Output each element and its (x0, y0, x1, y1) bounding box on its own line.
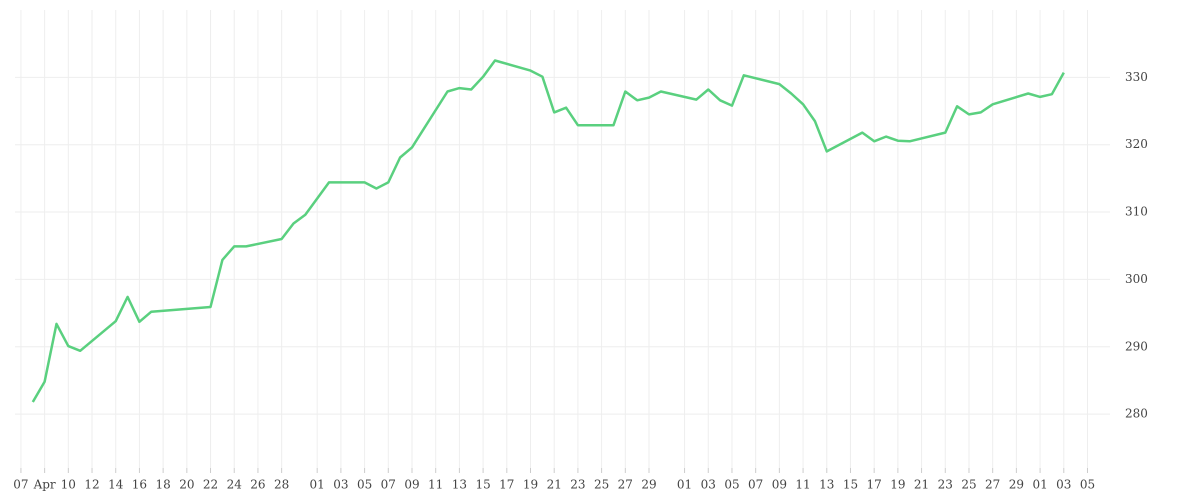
price-line (31, 59, 1065, 403)
x-tick-label: 21 (914, 478, 929, 492)
x-tick-label: 26 (250, 478, 265, 492)
x-tick-label: 17 (499, 478, 514, 492)
x-tick-label: 09 (772, 478, 787, 492)
x-tick-label: 10 (61, 478, 76, 492)
x-tick-label: 23 (938, 478, 953, 492)
x-tick-label: 11 (428, 478, 443, 492)
y-tick-label: 310 (1125, 205, 1148, 219)
x-tick-label: 05 (1080, 478, 1095, 492)
x-tick-label: 01 (310, 478, 325, 492)
y-tick-label: 300 (1125, 272, 1148, 286)
x-tick-label: 27 (985, 478, 1000, 492)
x-tick-label: 24 (227, 478, 243, 492)
x-tick-label: 12 (84, 478, 99, 492)
x-tick-label: 18 (155, 478, 170, 492)
y-tick-label: 330 (1125, 70, 1148, 84)
y-tick-label: 290 (1125, 339, 1148, 353)
x-tick-label: Apr (33, 478, 56, 492)
y-tick-label: 280 (1125, 407, 1148, 421)
x-tick-label: 13 (452, 478, 467, 492)
x-tick-label: 20 (179, 478, 194, 492)
y-tick-label: 320 (1125, 137, 1148, 151)
x-tick-label: 19 (523, 478, 538, 492)
x-tick-label: 22 (203, 478, 218, 492)
x-tick-label: 05 (724, 478, 739, 492)
x-tick-label: 25 (594, 478, 609, 492)
x-tick-label: 07 (748, 478, 763, 492)
x-tick-label: 14 (108, 478, 124, 492)
x-tick-label: 03 (333, 478, 348, 492)
x-tick-label: 21 (547, 478, 562, 492)
x-tick-label: 01 (1032, 478, 1047, 492)
x-tick-label: 11 (795, 478, 810, 492)
x-tick-label: 27 (618, 478, 633, 492)
x-tick-label: 07 (13, 478, 28, 492)
x-tick-label: 25 (961, 478, 976, 492)
x-tick-label: 09 (404, 478, 419, 492)
x-tick-label: 03 (1056, 478, 1071, 492)
x-tick-label: 23 (570, 478, 585, 492)
x-tick-label: 15 (843, 478, 858, 492)
x-tick-label: 17 (867, 478, 882, 492)
x-tick-label: 07 (381, 478, 396, 492)
x-tick-label: 05 (357, 478, 372, 492)
x-tick-label: 28 (274, 478, 289, 492)
x-tick-label: 03 (701, 478, 716, 492)
x-tick-label: 15 (475, 478, 490, 492)
x-tick-label: 01 (677, 478, 692, 492)
x-tick-label: 16 (132, 478, 147, 492)
x-tick-label: 19 (890, 478, 905, 492)
x-tick-label: 29 (641, 478, 656, 492)
x-tick-label: 29 (1009, 478, 1024, 492)
x-tick-label: 13 (819, 478, 834, 492)
